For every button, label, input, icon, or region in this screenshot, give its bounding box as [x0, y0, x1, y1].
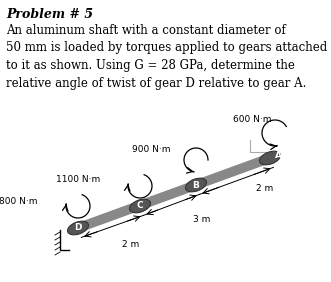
Text: 1100 N·m: 1100 N·m — [56, 175, 100, 184]
Text: An aluminum shaft with a constant diameter of
50 mm is loaded by torques applied: An aluminum shaft with a constant diamet… — [6, 24, 327, 89]
Text: Problem # 5: Problem # 5 — [6, 8, 93, 21]
Text: 2 m: 2 m — [256, 184, 273, 193]
Text: 3 m: 3 m — [193, 215, 210, 224]
Ellipse shape — [260, 151, 280, 165]
Ellipse shape — [129, 199, 151, 213]
Ellipse shape — [68, 221, 88, 235]
Text: D: D — [74, 224, 82, 232]
Ellipse shape — [185, 178, 207, 192]
Text: A: A — [274, 151, 281, 160]
Text: C: C — [137, 202, 143, 210]
Text: 900 N·m: 900 N·m — [132, 146, 170, 155]
Text: B: B — [193, 180, 200, 190]
Text: 800 N·m: 800 N·m — [0, 197, 37, 206]
Text: 600 N·m: 600 N·m — [233, 116, 271, 124]
Text: 2 m: 2 m — [122, 240, 139, 249]
